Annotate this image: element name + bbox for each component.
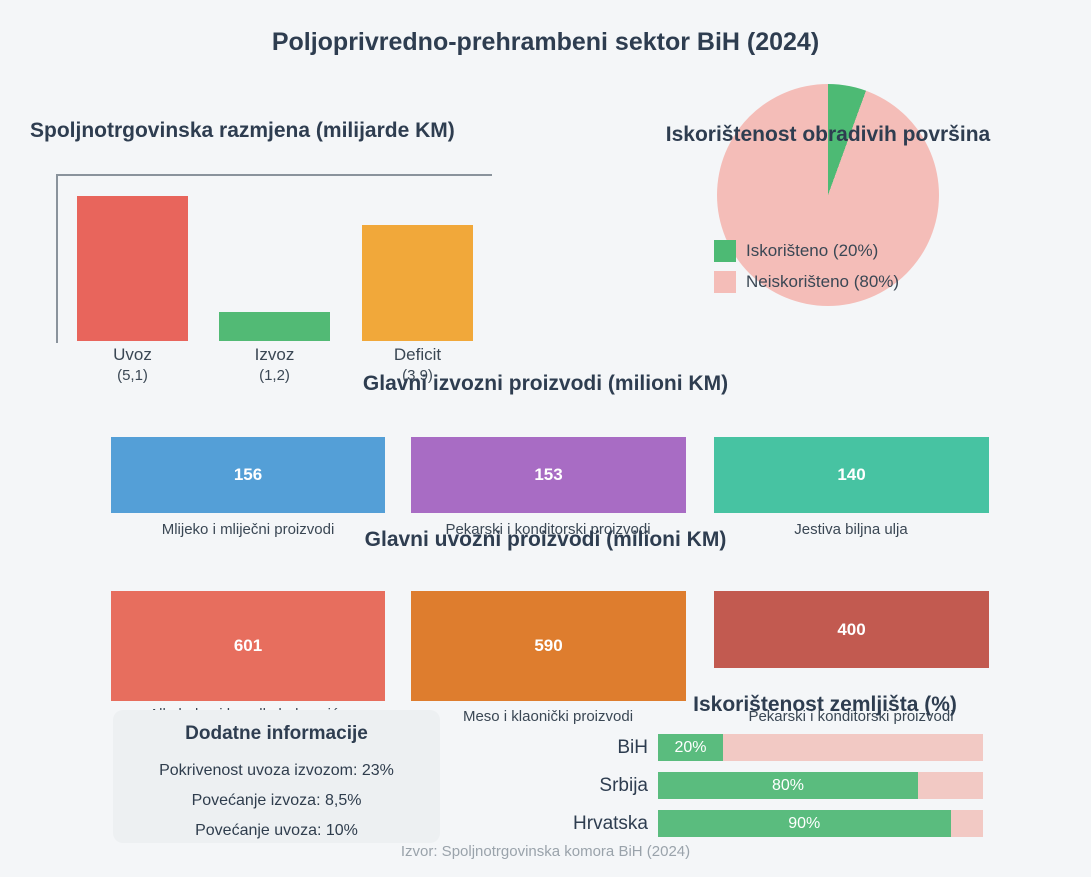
trade-cat-uvoz: Uvoz xyxy=(113,345,152,364)
imports-title: Glavni uvozni proizvodi (milioni KM) xyxy=(364,528,727,551)
import-value-drinks: 601 xyxy=(233,636,263,655)
export-block-milk: 156 xyxy=(111,437,385,513)
export-label-bakery: Pekarski i konditorski proizvodi xyxy=(445,521,651,538)
trade-cat-deficit: Deficit xyxy=(393,345,442,364)
import-block-meat: 590 xyxy=(411,591,686,701)
info-line-export-growth: Povećanje izvoza: 8,5% xyxy=(191,792,362,809)
info-box: Dodatne informacije Pokrivenost uvoza iz… xyxy=(113,710,440,843)
land-pct-hrvatska: 90% xyxy=(788,814,821,832)
trade-val-izvoz: (1,2) xyxy=(259,367,290,384)
export-value-oils: 140 xyxy=(837,465,866,484)
land-bar-bih: 20% xyxy=(658,734,983,761)
legend-swatch-unused xyxy=(714,271,736,293)
legend-swatch-used xyxy=(714,240,736,262)
trade-cat-izvoz: Izvoz xyxy=(254,345,295,364)
land-country-hrvatska: Hrvatska xyxy=(573,813,648,834)
import-label-meat: Meso i klaonički proizvodi xyxy=(462,708,634,725)
exports-title: Glavni izvozni proizvodi (milioni KM) xyxy=(362,372,729,395)
land-bar-srbija-used: 80% xyxy=(658,772,918,799)
legend-label-used: Iskorišteno (20%) xyxy=(746,241,879,260)
export-value-bakery: 153 xyxy=(534,465,563,484)
land-bar-srbija: 80% xyxy=(658,772,983,799)
trade-val-uvoz: (5,1) xyxy=(117,367,148,384)
export-label-oils: Jestiva biljna ulja xyxy=(794,521,908,538)
trade-chart-title: Spoljnotrgovinska razmjena (milijarde KM… xyxy=(30,119,455,142)
land-country-bih: BiH xyxy=(617,737,648,758)
land-usage-title: Iskorištenost zemljišta (%) xyxy=(693,693,957,716)
legend-label-unused: Neiskorišteno (80%) xyxy=(746,272,900,291)
export-value-milk: 156 xyxy=(233,465,263,484)
import-block-drinks: 601 xyxy=(111,591,385,701)
info-line-import-growth: Povećanje uvoza: 10% xyxy=(195,822,358,839)
export-block-oils: 140 xyxy=(714,437,989,513)
import-block-bakery: 400 xyxy=(714,591,989,668)
info-line-coverage: Pokrivenost uvoza izvozom: 23% xyxy=(159,762,394,779)
arable-land-pie xyxy=(717,84,939,306)
land-bar-hrvatska-used: 90% xyxy=(658,810,951,837)
import-value-meat: 590 xyxy=(534,636,563,655)
export-block-bakery: 153 xyxy=(411,437,686,513)
trade-bar-izvoz xyxy=(219,312,330,341)
land-bar-bih-used: 20% xyxy=(658,734,723,761)
info-box-title: Dodatne informacije xyxy=(185,723,368,744)
land-pct-bih: 20% xyxy=(674,738,707,756)
trade-val-deficit: (3,9) xyxy=(402,367,433,384)
source-note: Izvor: Spoljnotrgovinska komora BiH (202… xyxy=(400,843,691,860)
import-label-bakery: Pekarski i konditorski proizvodi xyxy=(748,708,954,725)
trade-bar-deficit xyxy=(362,225,473,341)
land-bar-hrvatska: 90% xyxy=(658,810,983,837)
land-pct-srbija: 80% xyxy=(771,776,805,794)
land-country-srbija: Srbija xyxy=(599,775,648,796)
page-title: Poljoprivredno-prehrambeni sektor BiH (2… xyxy=(271,28,820,56)
trade-chart-axis xyxy=(56,174,492,343)
import-value-bakery: 400 xyxy=(837,619,866,639)
trade-bar-uvoz xyxy=(77,196,188,341)
pie-chart-title: Iskorištenost obradivih površina xyxy=(665,123,991,146)
export-label-milk: Mlijeko i mliječni proizvodi xyxy=(161,521,335,538)
